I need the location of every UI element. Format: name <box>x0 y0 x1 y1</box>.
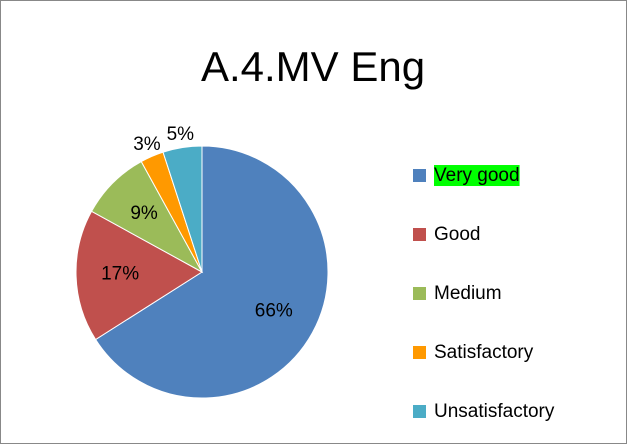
legend-swatch <box>413 405 426 418</box>
data-label: 5% <box>167 124 195 145</box>
data-label: 9% <box>130 203 158 224</box>
legend-label: Unsatisfactory <box>434 401 555 422</box>
legend-swatch <box>413 287 426 300</box>
legend-swatch <box>413 228 426 241</box>
legend-swatch <box>413 346 426 359</box>
data-label: 66% <box>255 300 293 321</box>
legend-label: Medium <box>434 283 502 304</box>
legend-label: Very good <box>434 165 520 186</box>
data-label: 17% <box>101 264 139 285</box>
pie-slice <box>162 145 203 273</box>
pie-slice <box>75 210 203 341</box>
legend-swatch <box>413 169 426 182</box>
data-label: 3% <box>133 134 161 155</box>
legend-label: Good <box>434 224 480 245</box>
chart-title: A.4.MV Eng <box>201 43 425 90</box>
legend-highlight <box>434 165 520 187</box>
pie-slice <box>94 145 329 399</box>
legend-label: Satisfactory <box>434 342 534 363</box>
